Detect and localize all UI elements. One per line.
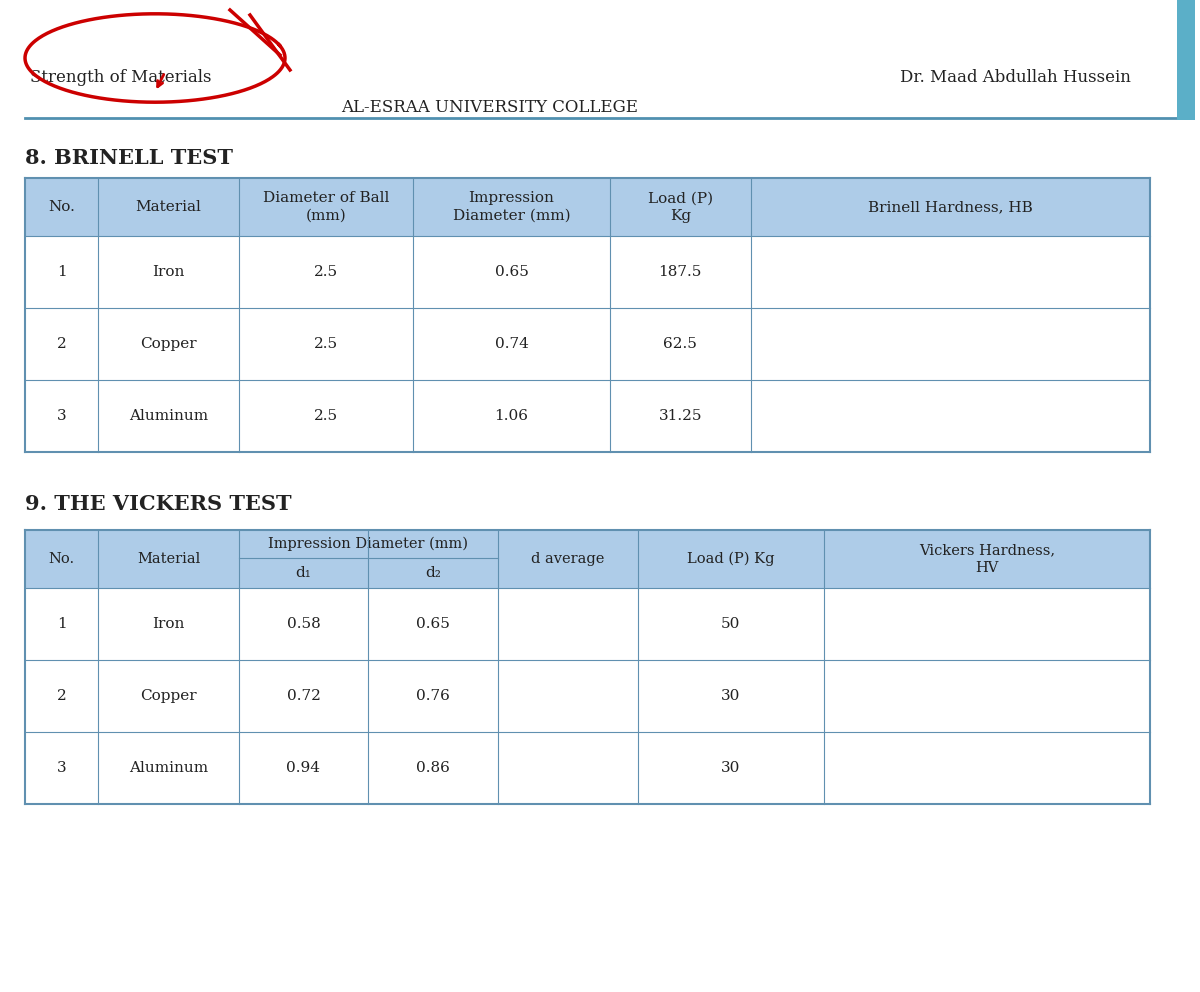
Text: Copper: Copper (140, 689, 197, 703)
Text: Material: Material (136, 200, 202, 214)
Text: No.: No. (48, 552, 74, 566)
Text: 2: 2 (56, 337, 66, 351)
Text: 2.5: 2.5 (314, 265, 338, 279)
Text: 0.76: 0.76 (416, 689, 450, 703)
Text: 187.5: 187.5 (659, 265, 702, 279)
Text: Impression Diameter (mm): Impression Diameter (mm) (268, 537, 468, 552)
Text: 1.06: 1.06 (494, 409, 528, 423)
Text: Strength of Materials: Strength of Materials (30, 69, 211, 86)
Text: 2.5: 2.5 (314, 337, 338, 351)
Bar (25, 178, 1150, 236)
Text: 30: 30 (721, 761, 740, 775)
Text: 31.25: 31.25 (659, 409, 702, 423)
Text: Material: Material (137, 552, 200, 566)
Text: 0.86: 0.86 (416, 761, 450, 775)
Text: 0.74: 0.74 (494, 337, 528, 351)
Text: Aluminum: Aluminum (128, 409, 208, 423)
Text: d₁: d₁ (295, 565, 311, 580)
Text: Brinell Hardness, HB: Brinell Hardness, HB (868, 200, 1033, 214)
Text: 62.5: 62.5 (664, 337, 697, 351)
Text: 50: 50 (721, 617, 740, 631)
Text: Copper: Copper (140, 337, 197, 351)
Bar (1177, 0, 1195, 120)
Bar (25, 530, 1150, 588)
Text: Iron: Iron (152, 617, 185, 631)
Text: Load (P)
Kg: Load (P) Kg (648, 191, 713, 222)
Text: Aluminum: Aluminum (128, 761, 208, 775)
Text: 0.65: 0.65 (494, 265, 528, 279)
Text: 2.5: 2.5 (314, 409, 338, 423)
Text: 0.65: 0.65 (416, 617, 450, 631)
Text: AL-ESRAA UNIVERSITY COLLEGE: AL-ESRAA UNIVERSITY COLLEGE (342, 99, 638, 116)
Text: 0.58: 0.58 (287, 617, 320, 631)
Text: Impression
Diameter (mm): Impression Diameter (mm) (452, 191, 570, 222)
Text: 0.72: 0.72 (287, 689, 320, 703)
Text: 8. BRINELL TEST: 8. BRINELL TEST (25, 148, 233, 168)
Text: Load (P) Kg: Load (P) Kg (688, 552, 775, 566)
Text: d average: d average (532, 552, 605, 566)
Text: 3: 3 (56, 761, 66, 775)
Text: 1: 1 (56, 617, 66, 631)
Text: Diameter of Ball
(mm): Diameter of Ball (mm) (263, 191, 389, 222)
Text: 9. THE VICKERS TEST: 9. THE VICKERS TEST (25, 494, 292, 514)
Text: 0.94: 0.94 (287, 761, 320, 775)
Text: 3: 3 (56, 409, 66, 423)
Text: 30: 30 (721, 689, 740, 703)
Text: 2: 2 (56, 689, 66, 703)
Text: d₂: d₂ (425, 565, 440, 580)
Text: Vickers Hardness,
HV: Vickers Hardness, HV (919, 544, 1055, 574)
Text: 1: 1 (56, 265, 66, 279)
Text: No.: No. (48, 200, 74, 214)
Text: Iron: Iron (152, 265, 185, 279)
Text: Dr. Maad Abdullah Hussein: Dr. Maad Abdullah Hussein (900, 69, 1130, 86)
